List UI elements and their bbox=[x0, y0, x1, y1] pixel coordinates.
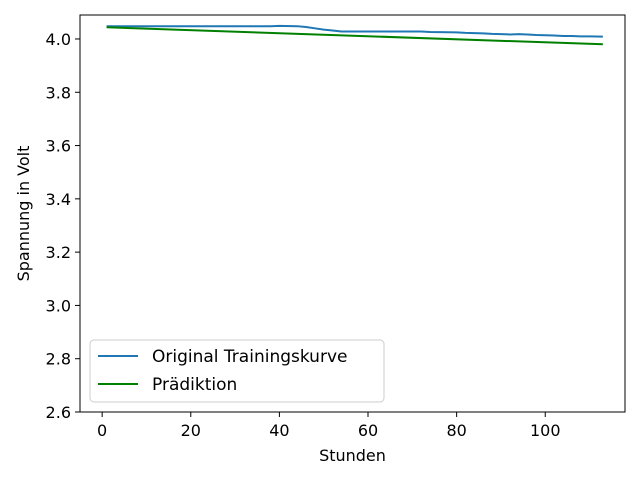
x-tick-label: 20 bbox=[181, 421, 201, 440]
x-axis-ticks: 0 20 40 60 80 100 bbox=[97, 412, 561, 440]
series-line-2 bbox=[106, 26, 603, 46]
legend-box bbox=[89, 339, 385, 403]
y-tick-label: 3.0 bbox=[46, 296, 71, 315]
y-tick-label: 2.8 bbox=[46, 350, 71, 369]
y-tick-label: 2.6 bbox=[46, 403, 71, 422]
y-tick-label: 3.8 bbox=[46, 83, 71, 102]
y-axis-label: Spannung in Volt bbox=[14, 146, 33, 282]
legend: Original Trainingskurve Prädiktion bbox=[89, 339, 385, 403]
x-tick-label: 0 bbox=[97, 421, 107, 440]
y-axis-ticks: 2.6 2.8 3.0 3.2 3.4 3.6 3.8 4.0 bbox=[46, 30, 80, 422]
y-tick-label: 3.2 bbox=[46, 243, 71, 262]
y-tick-label: 3.6 bbox=[46, 137, 71, 156]
x-axis-label: Stunden bbox=[319, 446, 386, 465]
x-tick-label: 80 bbox=[446, 421, 466, 440]
axes-frame bbox=[79, 14, 626, 413]
x-tick-label: 60 bbox=[358, 421, 378, 440]
legend-label-1: Original Trainingskurve bbox=[152, 347, 347, 367]
series-line-1 bbox=[106, 24, 603, 38]
x-tick-label: 40 bbox=[269, 421, 289, 440]
legend-label-2: Prädiktion bbox=[152, 375, 237, 395]
y-tick-label: 4.0 bbox=[46, 30, 71, 49]
x-tick-label: 100 bbox=[530, 421, 561, 440]
series-layer bbox=[106, 24, 603, 46]
y-tick-label: 3.4 bbox=[46, 190, 71, 209]
